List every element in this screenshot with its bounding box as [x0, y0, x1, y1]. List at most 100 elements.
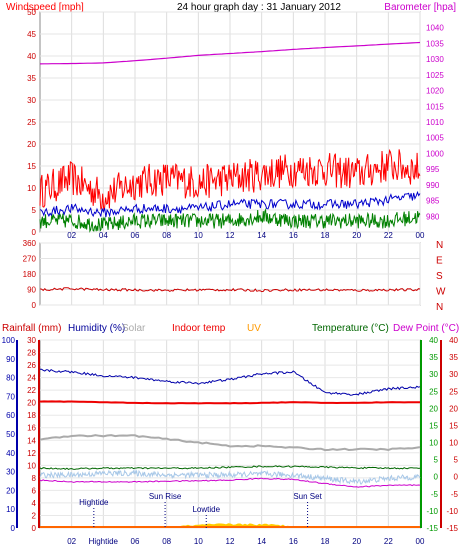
dewpoint-tick-label: 35	[449, 353, 458, 362]
humidity-tick-label: 50	[6, 430, 15, 439]
rain-tick-label: 18	[27, 411, 36, 420]
temperature-tick-label: 0	[434, 473, 439, 482]
x-tick-label: 16	[289, 537, 298, 546]
x-tick-label: 10	[194, 231, 203, 240]
rain-tick-label: 30	[27, 336, 36, 345]
x-tick-label: 14	[257, 231, 266, 240]
gray-series-line	[39, 434, 421, 452]
barometer-tick-label: 1020	[426, 87, 444, 96]
temperature-tick-label: 5	[434, 456, 439, 465]
barometer-tick-label: 1035	[426, 39, 444, 48]
windspeed-tick-label: 50	[27, 8, 36, 17]
dewpoint-tick-label: 15	[449, 421, 458, 430]
indoor-temp-series-line	[39, 400, 420, 405]
temperature-header: Temperature (°C)	[312, 323, 389, 334]
barometer-tick-label: 1005	[426, 134, 444, 143]
direction-tick-label: 90	[27, 286, 36, 295]
windspeed-tick-label: 25	[27, 118, 36, 127]
x-tick-label: 04	[99, 231, 108, 240]
temperature-tick-label: -10	[426, 507, 438, 516]
windspeed-tick-label: 15	[27, 162, 36, 171]
humidity-tick-label: 70	[6, 392, 15, 401]
rain-tick-label: 24	[27, 374, 36, 383]
windspeed-tick-label: 45	[27, 30, 36, 39]
x-tick-label: 22	[384, 537, 393, 546]
dewpoint-tick-label: 20	[449, 404, 458, 413]
direction-series-line	[39, 287, 421, 293]
dewpoint-tick-label: -15	[446, 524, 458, 533]
humidity-series-line	[40, 368, 421, 396]
lowtide-label: Lowtide	[192, 505, 220, 514]
barometer-tick-label: 1000	[426, 149, 444, 158]
humidity-tick-label: 0	[11, 524, 16, 533]
hightide-label: Hightide	[79, 498, 109, 507]
humidity-tick-label: 60	[6, 411, 15, 420]
rain-tick-label: 2	[32, 511, 37, 520]
dewpoint-tick-label: 40	[449, 336, 458, 345]
compass-label: S	[436, 271, 443, 282]
rain-tick-label: 4	[32, 499, 37, 508]
rain-tick-label: 14	[27, 436, 36, 445]
temperature-series-line	[39, 465, 421, 470]
rain-tick-label: 22	[27, 386, 36, 395]
x-tick-label: 02	[67, 537, 76, 546]
windspeed-tick-label: 10	[27, 184, 36, 193]
windspeed-tick-label: 35	[27, 74, 36, 83]
rain-tick-label: 6	[32, 486, 37, 495]
rainfall-header: Rainfall (mm)	[2, 323, 61, 334]
indoor-temp-header: Indoor temp	[172, 323, 226, 334]
direction-tick-label: 360	[23, 239, 37, 248]
barometer-tick-label: 1010	[426, 118, 444, 127]
sunset-label: Sun Set	[293, 492, 322, 501]
windspeed-tick-label: 40	[27, 52, 36, 61]
humidity-tick-label: 40	[6, 449, 15, 458]
barometer-tick-label: 985	[426, 197, 440, 206]
humidity-header: Humidity (%)	[68, 323, 125, 334]
windspeed-tick-label: 5	[32, 206, 37, 215]
x-tick-label: 16	[289, 231, 298, 240]
x-tick-label: 08	[162, 537, 171, 546]
x-tick-label: 06	[131, 537, 140, 546]
barometer-tick-label: 990	[426, 181, 440, 190]
humidity-tick-label: 20	[6, 486, 15, 495]
windspeed-tick-label: 20	[27, 140, 36, 149]
x-tick-label: 12	[226, 537, 235, 546]
rain-tick-label: 26	[27, 361, 36, 370]
page-title: 24 hour graph day : 31 January 2012	[177, 2, 341, 13]
humidity-tick-label: 90	[6, 355, 15, 364]
dewpoint-tick-label: 25	[449, 387, 458, 396]
sunrise-label: Sun Rise	[149, 492, 182, 501]
temperature-tick-label: 10	[429, 439, 438, 448]
x-tick-label: 00	[416, 231, 425, 240]
barometer-tick-label: 980	[426, 212, 440, 221]
dewpoint-tick-label: 30	[449, 370, 458, 379]
x-tick-label: 18	[321, 537, 330, 546]
x-tick-label: 20	[352, 537, 361, 546]
temperature-tick-label: 40	[429, 336, 438, 345]
x-tick-label: 14	[257, 537, 266, 546]
humidity-tick-label: 30	[6, 468, 15, 477]
temperature-tick-label: 25	[429, 387, 438, 396]
temperature-tick-label: 35	[429, 353, 438, 362]
x-tick-label: 00	[416, 537, 425, 546]
rain-tick-label: 12	[27, 449, 36, 458]
temperature-tick-label: -15	[426, 524, 438, 533]
uv-header: UV	[247, 323, 261, 334]
humidity-tick-label: 10	[6, 505, 15, 514]
x-tick-label: 02	[67, 231, 76, 240]
barometer-tick-label: 995	[426, 165, 440, 174]
barometer-series-line	[39, 41, 421, 65]
dewpoint-header: Dew Point (°C)	[393, 323, 459, 334]
windspeed-header: Windspeed [mph]	[6, 2, 84, 13]
dewpoint-tick-label: 5	[454, 456, 459, 465]
direction-tick-label: 180	[23, 270, 37, 279]
compass-label: N	[436, 240, 443, 251]
dewpoint-tick-label: 10	[449, 439, 458, 448]
x-tick-label: 12	[226, 231, 235, 240]
x-tick-label: 06	[131, 231, 140, 240]
x-tick-label: Hightide	[89, 537, 119, 546]
barometer-tick-label: 1040	[426, 24, 444, 33]
rain-tick-label: 0	[32, 524, 37, 533]
dewpoint-tick-label: -5	[451, 490, 459, 499]
